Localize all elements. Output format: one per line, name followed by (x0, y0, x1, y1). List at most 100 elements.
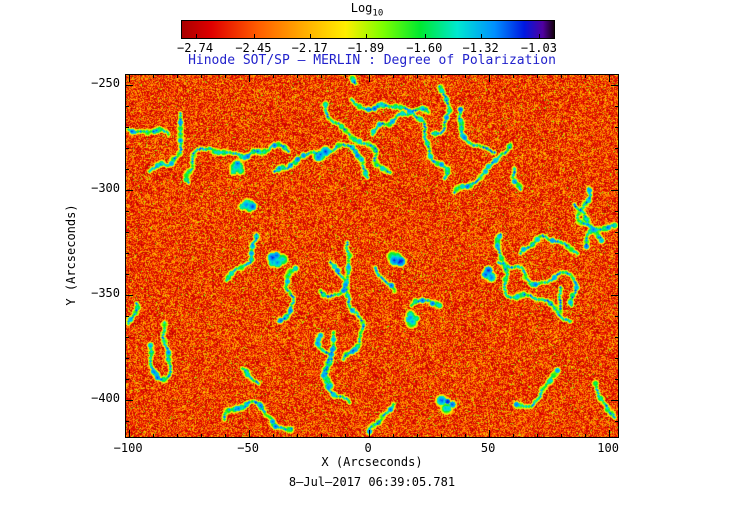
timestamp-caption: 8–Jul–2017 06:39:05.781 (288, 475, 456, 489)
y-axis-label: Y (Arcseconds) (64, 204, 78, 306)
x-minor-tick (512, 434, 514, 437)
x-major-tick (128, 75, 130, 82)
colorbar-tickmark (481, 34, 483, 38)
y-minor-tick (615, 357, 618, 359)
plot-area (125, 74, 619, 438)
x-minor-tick (272, 434, 274, 437)
y-minor-tick (126, 357, 129, 359)
colorbar-tick-label: −1.89 (347, 41, 385, 55)
y-minor-tick (615, 252, 618, 254)
x-minor-tick (536, 75, 538, 78)
x-minor-tick (344, 75, 346, 78)
colorbar-tick-label: −1.03 (520, 41, 557, 55)
colorbar-tickmark (366, 34, 368, 38)
x-minor-tick (560, 434, 562, 437)
y-minor-tick (615, 147, 618, 149)
colorbar-tick-label: −1.32 (462, 41, 499, 55)
x-minor-tick (152, 434, 154, 437)
plot-title: Hinode SOT/SP – MERLIN : Degree of Polar… (188, 53, 556, 68)
x-minor-tick (440, 434, 442, 437)
y-minor-tick (615, 378, 618, 380)
x-tick-label: −50 (237, 441, 259, 455)
colorbar-tickmark (253, 34, 255, 38)
y-minor-tick (126, 378, 129, 380)
y-major-tick (126, 399, 133, 401)
x-major-tick (248, 75, 250, 82)
y-tick-label: −350 (91, 286, 120, 301)
x-minor-tick (152, 75, 154, 78)
y-minor-tick (126, 315, 129, 317)
x-tick-label: 50 (480, 441, 496, 455)
x-minor-tick (176, 75, 178, 78)
y-minor-tick (126, 168, 129, 170)
y-minor-tick (126, 336, 129, 338)
x-minor-tick (344, 434, 346, 437)
x-major-tick (368, 430, 370, 437)
y-tick-label: −300 (91, 181, 120, 196)
colorbar-tickmark (195, 34, 197, 38)
x-minor-tick (272, 75, 274, 78)
y-tick-label: −400 (91, 391, 120, 406)
y-minor-tick (126, 420, 129, 422)
x-tick-label: 0 (364, 441, 372, 455)
colorbar-tick-label: −2.74 (177, 41, 214, 55)
x-major-tick (608, 430, 610, 437)
x-minor-tick (176, 434, 178, 437)
x-minor-tick (320, 434, 322, 437)
colorbar-tick-label: −2.17 (291, 41, 328, 55)
x-minor-tick (560, 75, 562, 78)
x-major-tick (128, 430, 130, 437)
x-tick-label: 100 (597, 441, 619, 455)
x-minor-tick (224, 75, 226, 78)
x-minor-tick (464, 75, 466, 78)
colorbar (181, 20, 555, 39)
x-minor-tick (584, 75, 586, 78)
x-minor-tick (464, 434, 466, 437)
x-minor-tick (536, 434, 538, 437)
colorbar-tickmark (539, 34, 541, 38)
y-major-tick (126, 84, 133, 86)
y-minor-tick (126, 126, 129, 128)
y-minor-tick (126, 273, 129, 275)
x-minor-tick (416, 434, 418, 437)
x-minor-tick (392, 75, 394, 78)
x-minor-tick (512, 75, 514, 78)
colorbar-tickmark (310, 34, 312, 38)
x-minor-tick (584, 434, 586, 437)
y-tick-label: −250 (91, 76, 120, 91)
x-major-tick (488, 75, 490, 82)
x-major-tick (488, 430, 490, 437)
y-major-tick (611, 84, 618, 86)
colorbar-tick-label: −1.60 (406, 41, 443, 55)
y-major-tick (611, 294, 618, 296)
y-minor-tick (615, 126, 618, 128)
colorbar-tickmark (424, 34, 426, 38)
x-major-tick (248, 430, 250, 437)
y-minor-tick (126, 105, 129, 107)
x-axis-label: X (Arcseconds) (321, 455, 423, 469)
x-minor-tick (200, 75, 202, 78)
x-tick-label: −100 (113, 441, 143, 455)
x-minor-tick (224, 434, 226, 437)
colorbar-tick-label: −2.45 (235, 41, 272, 55)
y-minor-tick (615, 336, 618, 338)
y-major-tick (126, 294, 133, 296)
x-minor-tick (392, 434, 394, 437)
y-minor-tick (615, 168, 618, 170)
y-minor-tick (126, 147, 129, 149)
colorbar-title-text: Log (350, 1, 373, 15)
y-minor-tick (615, 105, 618, 107)
colorbar-title: Log10 (181, 1, 553, 18)
y-minor-tick (126, 252, 129, 254)
x-minor-tick (440, 75, 442, 78)
y-minor-tick (126, 210, 129, 212)
y-minor-tick (126, 231, 129, 233)
colorbar-title-subscript: 10 (372, 8, 384, 19)
heatmap-canvas (126, 75, 618, 437)
y-major-tick (126, 189, 133, 191)
y-major-tick (611, 189, 618, 191)
x-minor-tick (416, 75, 418, 78)
y-minor-tick (615, 315, 618, 317)
y-minor-tick (615, 273, 618, 275)
